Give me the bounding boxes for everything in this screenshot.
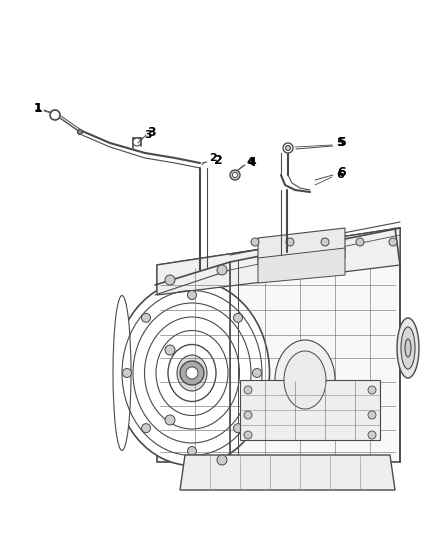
Ellipse shape: [177, 355, 207, 391]
Circle shape: [217, 265, 227, 275]
Circle shape: [286, 238, 294, 246]
Circle shape: [186, 367, 198, 379]
Circle shape: [133, 138, 141, 146]
Circle shape: [252, 368, 261, 377]
Circle shape: [233, 424, 243, 433]
Circle shape: [165, 415, 175, 425]
Circle shape: [356, 238, 364, 246]
Polygon shape: [157, 228, 400, 295]
Polygon shape: [258, 228, 345, 265]
Circle shape: [233, 173, 237, 177]
Text: 3: 3: [148, 125, 156, 139]
Circle shape: [244, 386, 252, 394]
Ellipse shape: [397, 318, 419, 378]
Circle shape: [217, 455, 227, 465]
Circle shape: [286, 146, 290, 150]
Text: 1: 1: [34, 101, 42, 115]
Circle shape: [165, 345, 175, 355]
Circle shape: [368, 411, 376, 419]
Circle shape: [368, 431, 376, 439]
Text: 2: 2: [214, 154, 223, 166]
Text: 6: 6: [336, 170, 344, 180]
Circle shape: [187, 290, 197, 300]
Circle shape: [78, 130, 82, 134]
Circle shape: [368, 386, 376, 394]
Circle shape: [187, 447, 197, 456]
Text: 4: 4: [247, 156, 256, 168]
Ellipse shape: [405, 339, 411, 357]
Circle shape: [244, 431, 252, 439]
Ellipse shape: [113, 295, 131, 450]
Ellipse shape: [284, 351, 326, 409]
Text: 4: 4: [246, 157, 254, 167]
Circle shape: [251, 238, 259, 246]
Circle shape: [165, 275, 175, 285]
Text: 5: 5: [338, 136, 346, 149]
Text: 5: 5: [336, 138, 344, 148]
Text: 1: 1: [34, 103, 42, 113]
Polygon shape: [180, 455, 395, 490]
Circle shape: [123, 368, 131, 377]
Circle shape: [389, 238, 397, 246]
Polygon shape: [258, 248, 345, 283]
Circle shape: [141, 424, 151, 433]
Text: 2: 2: [209, 153, 217, 163]
Text: 3: 3: [144, 130, 152, 140]
Circle shape: [283, 143, 293, 153]
Circle shape: [141, 313, 151, 322]
Circle shape: [230, 170, 240, 180]
Ellipse shape: [275, 340, 335, 420]
Ellipse shape: [401, 327, 415, 369]
Ellipse shape: [114, 280, 269, 465]
Circle shape: [321, 238, 329, 246]
Polygon shape: [157, 228, 400, 462]
Circle shape: [244, 411, 252, 419]
Circle shape: [233, 313, 243, 322]
Text: 6: 6: [338, 166, 346, 179]
Polygon shape: [240, 380, 380, 440]
Circle shape: [180, 361, 204, 385]
